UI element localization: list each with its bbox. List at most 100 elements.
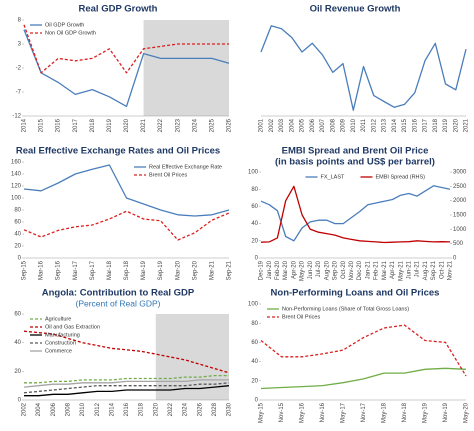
legend-label: Manufacturing [45,332,80,338]
y-tick-label: 100 [11,196,22,202]
y2-tick-label: 2000 [453,198,467,204]
x-tick-label: Aug-21 [423,260,429,280]
x-tick-label: Jun-20 [308,260,314,279]
x-tick-label: 2016 [56,118,62,132]
series-line [260,367,467,390]
chart-title: Real Effective Exchange Rates and Oil Pr… [16,146,220,157]
series-line [23,382,230,394]
x-tick-label: 2008 [330,118,336,132]
y-tick-label: 140 [11,172,22,178]
series-line [260,185,451,244]
x-tick-label: Dec-20 [357,260,363,280]
x-tick-label: 2016 [124,402,130,416]
x-tick-label: Jun-21 [406,260,412,279]
y-tick-label: 60 [251,204,258,210]
x-tick-label: 2020 [124,118,130,132]
x-tick-label: 2024 [192,118,198,132]
series-line [23,379,229,388]
x-tick-label: 2020 [153,402,159,416]
x-tick-label: Apr-21 [390,260,396,279]
x-tick-label: May-20 [300,260,306,281]
forecast-shade [143,20,229,116]
x-tick-label: 2026 [197,402,203,416]
x-tick-label: Mar-18 [107,260,113,280]
x-tick-label: Nov-20 [349,260,355,280]
legend-label: Non-Performing Loans (Share of Total Gro… [282,306,409,312]
legend-label: Brent Oil Prices [149,172,187,178]
x-tick-label: Nov-15 [279,402,285,422]
y-tick-label: 20 [251,378,258,384]
y-tick-label: 120 [11,184,22,190]
chart-subtitle: (in basis points and US$ per barrel) [275,157,435,168]
x-tick-label: Mar-19 [141,260,147,280]
chart-title: Non-Performing Loans and Oil Prices [271,288,440,299]
x-tick-label: 2024 [183,402,189,416]
legend-label: Real Effective Exchange Rate [149,164,222,170]
y2-tick-label: 3000 [453,170,467,176]
x-tick-label: 2021 [464,118,470,132]
y-tick-label: 60 [251,340,258,346]
x-tick-label: 2008 [66,402,72,416]
x-tick-label: Mar-20 [283,260,289,280]
y2-tick-label: 0 [453,256,457,262]
x-tick-label: Nov-17 [361,402,367,422]
x-tick-label: Jan-21 [365,260,371,279]
x-tick-label: 2023 [175,118,181,132]
x-tick-label: May-19 [423,402,429,423]
x-tick-label: 2014 [392,118,398,132]
y-tick-label: 80 [251,321,258,327]
x-tick-label: 2016 [412,118,418,132]
y-tick-label: -7 [16,90,22,96]
x-tick-label: 2015 [402,118,408,132]
x-tick-label: Feb-20 [275,260,281,280]
legend-label: EMBI Spread (RHS) [376,174,426,180]
x-tick-label: 2020 [453,118,459,132]
y-tick-label: -12 [12,114,21,120]
x-tick-label: 2003 [279,118,285,132]
x-tick-label: 2022 [158,118,164,132]
x-tick-label: Sep-17 [90,260,96,280]
legend-label: Oil GDP Growth [45,22,84,28]
series-line [260,324,467,377]
x-tick-label: Mar-17 [73,260,79,280]
series-line [23,24,229,74]
y-tick-label: 40 [251,221,258,227]
x-tick-label: Mar-20 [175,260,181,280]
x-tick-label: 2013 [382,118,388,132]
x-tick-label: Jul-20 [316,260,322,277]
legend-label: Commerce [45,348,72,354]
y-tick-label: 40 [14,232,21,238]
x-tick-label: Mar-21 [209,260,215,280]
legend-label: Agriculture [45,316,71,322]
chart-title: Real GDP Growth [78,4,157,15]
x-tick-label: 2002 [269,118,275,132]
x-tick-label: May-18 [382,402,388,423]
chart-title: Oil Revenue Growth [310,4,401,15]
x-tick-label: Feb-21 [374,260,380,280]
x-tick-label: 2012 [371,118,377,132]
x-tick-label: Oct-21 [439,260,445,279]
x-tick-label: 2017 [423,118,429,132]
x-tick-label: 2006 [51,402,57,416]
x-tick-label: May-20 [464,402,470,423]
x-tick-label: Jul-21 [415,260,421,277]
series-line [24,385,230,397]
series-line [260,25,467,111]
x-tick-label: 2010 [80,402,86,416]
y-tick-label: 20 [14,244,21,250]
x-tick-label: 2006 [310,118,316,132]
x-tick-label: Nov-16 [320,402,326,422]
y-tick-label: 3 [18,42,22,48]
x-tick-label: Sep-19 [158,260,164,280]
y-tick-label: -2 [16,66,22,72]
series-line [260,185,451,242]
chart-subtitle: (Percent of Real GDP) [75,298,160,308]
x-tick-label: 2007 [320,118,326,132]
x-tick-label: 2018 [90,118,96,132]
x-tick-label: Dec-19 [259,260,265,280]
y-tick-label: 8 [18,18,22,24]
y2-tick-label: 1000 [453,227,467,233]
x-tick-label: 2019 [107,118,113,132]
x-tick-label: 2017 [73,118,79,132]
y-tick-label: 0 [18,256,22,262]
